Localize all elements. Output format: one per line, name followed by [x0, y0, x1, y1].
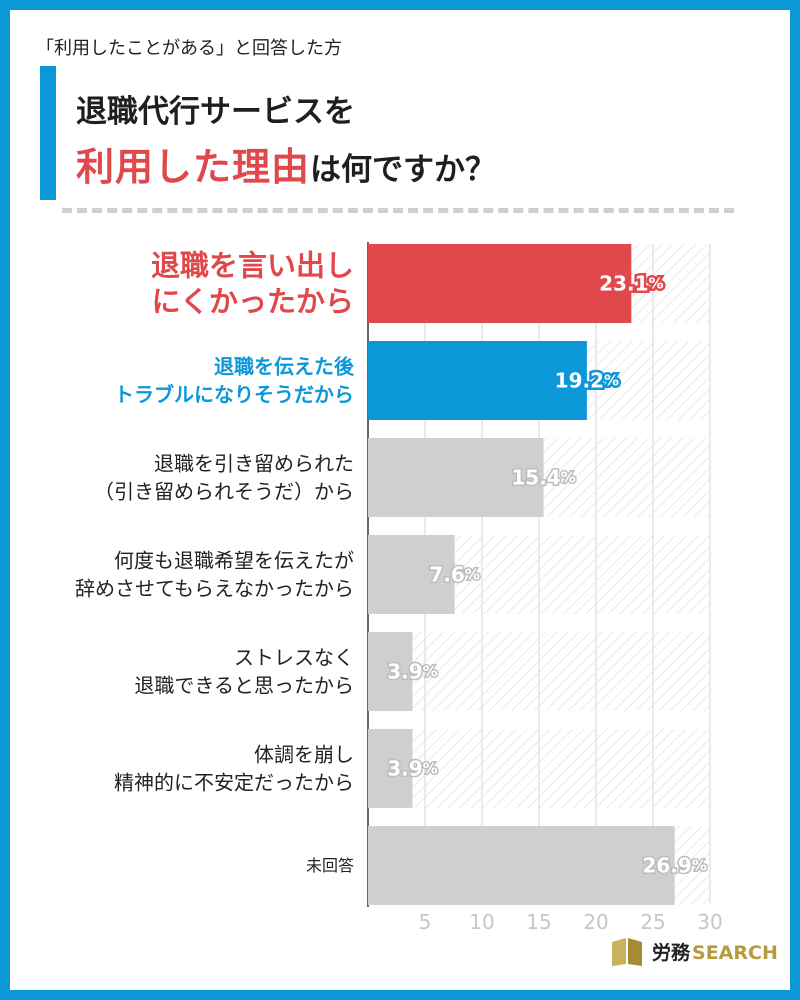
chart-category-labels: 退職を言い出しにくかったから退職を伝えた後トラブルになりそうだから退職を引き留め…: [75, 249, 355, 876]
value-label: 19.2%: [555, 369, 619, 393]
dashed-divider: [62, 208, 734, 213]
value-number: 19.2: [555, 369, 604, 393]
value-unit: %: [465, 566, 480, 584]
bar: [368, 341, 587, 420]
value-unit: %: [561, 469, 576, 487]
value-unit: %: [604, 372, 619, 390]
x-tick-label: 25: [640, 910, 665, 934]
bar: [368, 729, 413, 808]
category-label: 精神的に不安定だったから: [114, 771, 354, 795]
value-label: 7.6%: [429, 563, 479, 587]
value-number: 26.9: [642, 854, 691, 878]
title-highlight: 利用した理由: [76, 145, 311, 189]
title-rest: は何ですか？: [310, 152, 497, 188]
subtitle: 「利用したことがある」と回答した方: [36, 38, 342, 59]
category-label: 辞めさせてもらえなかったから: [75, 577, 354, 601]
bar: [368, 632, 413, 711]
brand-logo: 労務 SEARCH: [610, 936, 778, 966]
category-label: 退職を言い出し: [151, 249, 354, 283]
category-label: トラブルになりそうだから: [114, 383, 354, 407]
x-tick-label: 5: [419, 910, 432, 934]
x-tick-label: 20: [583, 910, 608, 934]
title-accent-bar: [40, 66, 56, 200]
category-label: （引き留められそうだ）から: [94, 480, 354, 504]
logo-text-jp: 労務: [652, 941, 691, 964]
category-label: 退職を伝えた後: [214, 355, 355, 379]
value-label: 15.4%: [511, 466, 575, 490]
category-label: 退職を引き留められた: [154, 452, 354, 476]
x-tick-label: 10: [469, 910, 494, 934]
chart-value-labels: 23.1%19.2%15.4%7.6%3.9%3.9%26.9%: [386, 269, 709, 879]
title-line-2: 利用した理由は何ですか？: [76, 136, 496, 191]
value-label: 3.9%: [387, 757, 437, 781]
chart-x-ticks: 5 10 15 20 25 30: [419, 910, 723, 934]
x-tick-label: 15: [526, 910, 551, 934]
category-label: 何度も退職希望を伝えたが: [114, 549, 354, 573]
category-label: 体調を崩し: [254, 743, 354, 767]
logo-text-en: SEARCH: [692, 941, 778, 964]
bar: [368, 826, 675, 905]
value-label: 26.9%: [642, 854, 706, 878]
bar: [368, 438, 544, 517]
value-number: 3.9: [387, 757, 422, 781]
value-number: 15.4: [511, 466, 560, 490]
value-number: 3.9: [387, 660, 422, 684]
value-unit: %: [649, 275, 664, 293]
chart-bars: [368, 244, 675, 905]
x-tick-label: 30: [697, 910, 722, 934]
value-label: 23.1%: [599, 272, 663, 296]
value-unit: %: [692, 857, 707, 875]
value-label: 3.9%: [387, 660, 437, 684]
title-line-1: 退職代行サービスを: [76, 94, 355, 130]
value-number: 23.1: [599, 272, 648, 296]
value-unit: %: [423, 663, 438, 681]
value-number: 7.6: [429, 563, 464, 587]
category-label: にくかったから: [152, 285, 354, 319]
logo-text: 労務 SEARCH: [652, 938, 778, 965]
category-label: 未回答: [306, 856, 354, 875]
category-label: 退職できると思ったから: [134, 674, 354, 698]
logo-book-icon: [612, 938, 642, 966]
category-label: ストレスなく: [234, 646, 354, 670]
value-unit: %: [423, 760, 438, 778]
bar: [368, 535, 455, 614]
bar: [368, 244, 632, 323]
